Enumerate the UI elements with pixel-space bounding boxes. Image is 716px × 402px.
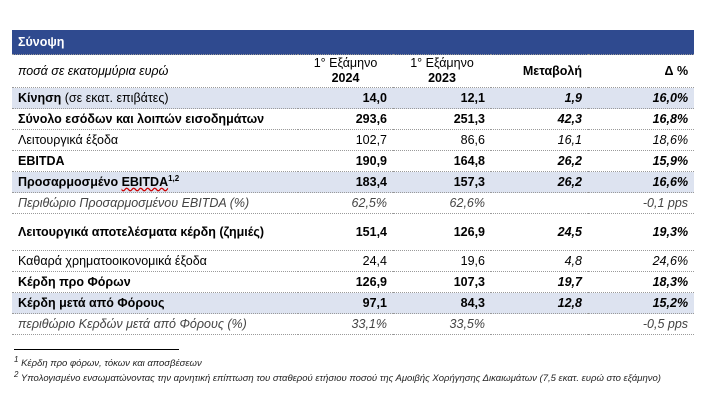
value-2024: 33,1% — [298, 313, 393, 335]
footnote-divider — [14, 349, 179, 350]
row-label: Κέρδη προ Φόρων — [12, 271, 298, 293]
col-header-change: Μεταβολή — [491, 54, 588, 88]
value-2024: 97,1 — [298, 292, 393, 314]
table-title: Σύνοψη — [12, 30, 695, 55]
footnote-1: 1 Κέρδη προ φόρων, τόκων και αποσβέσεων — [14, 354, 202, 369]
table-row: Κέρδη μετά από Φόρους 97,1 84,3 12,8 15,… — [12, 292, 695, 314]
value-2024: 151,4 — [298, 213, 393, 251]
col-header-pct: Δ % — [588, 54, 695, 88]
value-2023: 126,9 — [393, 213, 491, 251]
value-change: 1,9 — [491, 87, 588, 109]
table-row: Λειτουργικά αποτελέσματα κέρδη (ζημιές) … — [12, 213, 695, 251]
value-2023: 19,6 — [393, 250, 491, 272]
value-change — [491, 313, 588, 335]
value-change: 19,7 — [491, 271, 588, 293]
value-pct: 19,3% — [588, 213, 695, 251]
summary-table: Σύνοψη ποσά σε εκατομμύρια ευρώ 1° Εξάμη… — [12, 30, 695, 335]
col-header-2023: 1° Εξάμηνο 2023 — [393, 54, 491, 88]
value-change: 24,5 — [491, 213, 588, 251]
row-label-suffix: (σε εκατ. επιβάτες) — [64, 90, 169, 105]
value-pct: -0,1 pps — [588, 192, 695, 214]
table-row: Περιθώριο Προσαρμοσμένου EBITDA (%) 62,5… — [12, 192, 695, 214]
value-change — [491, 192, 588, 214]
value-pct: 18,3% — [588, 271, 695, 293]
row-label: Κίνηση (σε εκατ. επιβάτες) — [12, 87, 298, 109]
footnote-2: 2 Υπολογισμένο ενσωματώνοντας την αρνητι… — [14, 369, 661, 384]
table-row: Λειτουργικά έξοδα 102,7 86,6 16,1 18,6% — [12, 129, 695, 151]
value-2023: 84,3 — [393, 292, 491, 314]
row-label: περιθώριο Κερδών μετά από Φόρους (%) — [12, 313, 298, 335]
value-2023: 157,3 — [393, 171, 491, 193]
row-label-ebitda: EBITDA — [121, 174, 169, 189]
table-row: Κίνηση (σε εκατ. επιβάτες) 14,0 12,1 1,9… — [12, 87, 695, 109]
table-row: Προσαρμοσμένο EBITDA1,2 183,4 157,3 26,2… — [12, 171, 695, 193]
col-header-2024: 1° Εξάμηνο 2024 — [298, 54, 393, 88]
value-pct: -0,5 pps — [588, 313, 695, 335]
value-2023: 107,3 — [393, 271, 491, 293]
table-title-row: Σύνοψη — [12, 30, 695, 55]
column-header-row: ποσά σε εκατομμύρια ευρώ 1° Εξάμηνο 2024 … — [12, 54, 695, 88]
value-pct: 15,2% — [588, 292, 695, 314]
table-row: Καθαρά χρηματοοικονομικά έξοδα 24,4 19,6… — [12, 250, 695, 272]
row-label: Προσαρμοσμένο EBITDA1,2 — [12, 171, 298, 193]
value-pct: 16,6% — [588, 171, 695, 193]
row-label: Λειτουργικά αποτελέσματα κέρδη (ζημιές) — [12, 213, 298, 251]
value-change: 16,1 — [491, 129, 588, 151]
value-2024: 14,0 — [298, 87, 393, 109]
value-pct: 18,6% — [588, 129, 695, 151]
table-row: Σύνολο εσόδων και λοιπών εισοδημάτων 293… — [12, 108, 695, 130]
footnote-ref: 1,2 — [168, 173, 180, 183]
value-2023: 33,5% — [393, 313, 491, 335]
value-2024: 190,9 — [298, 150, 393, 172]
value-2023: 62,6% — [393, 192, 491, 214]
table-row: περιθώριο Κερδών μετά από Φόρους (%) 33,… — [12, 313, 695, 335]
value-change: 26,2 — [491, 150, 588, 172]
value-2023: 251,3 — [393, 108, 491, 130]
value-change: 4,8 — [491, 250, 588, 272]
value-pct: 16,8% — [588, 108, 695, 130]
row-label: Λειτουργικά έξοδα — [12, 129, 298, 151]
value-2024: 102,7 — [298, 129, 393, 151]
value-2024: 62,5% — [298, 192, 393, 214]
row-label: Περιθώριο Προσαρμοσμένου EBITDA (%) — [12, 192, 298, 214]
value-pct: 15,9% — [588, 150, 695, 172]
value-change: 12,8 — [491, 292, 588, 314]
row-label: Σύνολο εσόδων και λοιπών εισοδημάτων — [12, 108, 298, 130]
units-note: ποσά σε εκατομμύρια ευρώ — [12, 54, 298, 88]
value-2024: 183,4 — [298, 171, 393, 193]
value-2024: 24,4 — [298, 250, 393, 272]
value-2023: 86,6 — [393, 129, 491, 151]
value-pct: 16,0% — [588, 87, 695, 109]
value-change: 42,3 — [491, 108, 588, 130]
value-2023: 12,1 — [393, 87, 491, 109]
value-change: 26,2 — [491, 171, 588, 193]
row-label: Καθαρά χρηματοοικονομικά έξοδα — [12, 250, 298, 272]
table-row: Κέρδη προ Φόρων 126,9 107,3 19,7 18,3% — [12, 271, 695, 293]
value-2024: 126,9 — [298, 271, 393, 293]
row-label: EBITDA — [12, 150, 298, 172]
value-2023: 164,8 — [393, 150, 491, 172]
value-2024: 293,6 — [298, 108, 393, 130]
row-label: Κέρδη μετά από Φόρους — [12, 292, 298, 314]
value-pct: 24,6% — [588, 250, 695, 272]
table-row: EBITDA 190,9 164,8 26,2 15,9% — [12, 150, 695, 172]
